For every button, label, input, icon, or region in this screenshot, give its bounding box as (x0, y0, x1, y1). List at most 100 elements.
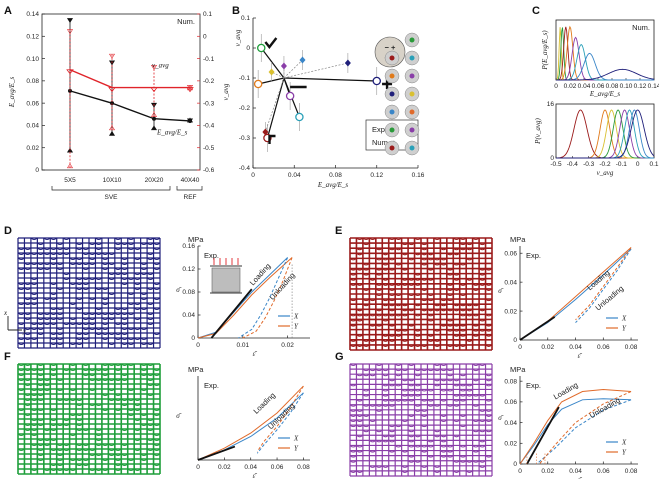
lattice-e-hinge (376, 309, 382, 312)
lattice-d-hinge (89, 278, 96, 280)
lattice-d-hinge (95, 253, 102, 255)
lattice-f-cut (19, 385, 23, 388)
lattice-g-cut (454, 446, 459, 450)
lattice-g-hinge (440, 369, 447, 372)
lattice-d-hinge (147, 288, 154, 290)
lattice-d-hinge (82, 323, 89, 325)
lattice-d-cut (84, 259, 88, 262)
lattice-f-hinge (108, 389, 115, 391)
lattice-d-cut (71, 239, 75, 242)
lattice-f-hinge (57, 399, 63, 401)
lattice-e-hinge (453, 334, 460, 337)
c-bottom-ylabel: P(ν_avg) (534, 118, 542, 145)
lattice-d-cut (103, 239, 107, 242)
lattice-d-hinge (50, 238, 57, 240)
lattice-e-cut (409, 254, 413, 258)
lattice-f-cut (38, 415, 43, 418)
chart-d: 0 0.01 0.0200.040.080.120.16MPaε̄σ̄Exp.Loa… (176, 235, 310, 358)
lattice-e-cut (358, 300, 362, 303)
lattice-e-hinge (479, 273, 486, 276)
lattice-d-hinge (57, 318, 63, 320)
lattice-d-hinge (102, 323, 109, 325)
G-tag: Exp. (526, 381, 541, 390)
lattice-e-hinge (427, 339, 434, 342)
lattice-d-hinge (50, 248, 57, 250)
lattice-g-hinge (414, 409, 421, 412)
b-ytick-label: -0.2 (239, 105, 251, 112)
lattice-d-cut (122, 299, 127, 302)
lattice-f-hinge (57, 379, 63, 381)
lattice-d-hinge (153, 288, 160, 290)
lattice-g-hinge (453, 399, 460, 402)
lattice-f-hinge (76, 444, 83, 446)
lattice-d-hinge (95, 278, 102, 280)
lattice-e-cut (416, 310, 420, 314)
lattice-e-cut (403, 295, 407, 298)
lattice-g-hinge (401, 471, 408, 473)
lattice-f-cut (71, 465, 75, 468)
lattice-f-hinge (95, 469, 102, 471)
lattice-d-hinge (50, 318, 57, 320)
lattice-f-cut (32, 415, 36, 418)
lattice-f-cut (77, 375, 81, 378)
lattice-e-cut (474, 249, 478, 252)
b-connector (258, 77, 285, 85)
lattice-g-hinge (389, 404, 395, 407)
lattice-g-cut (377, 472, 381, 475)
lattice-g-hinge (472, 369, 479, 372)
lattice-d-hinge (37, 318, 44, 320)
lattice-g-hinge (447, 389, 453, 392)
lattice-e-hinge (440, 258, 447, 261)
lattice-f-cut (71, 445, 75, 448)
lattice-f-cut (77, 380, 81, 383)
lattice-e-cut (409, 315, 413, 319)
lattice-g-hinge (434, 435, 441, 438)
E-xtick-label: 0.08 (625, 344, 638, 351)
lattice-g-hinge (414, 435, 421, 438)
lattice-d-hinge (95, 243, 102, 245)
lattice-g-hinge (440, 455, 447, 458)
b-exp-point (285, 91, 295, 101)
lattice-g-hinge (376, 440, 382, 443)
lattice-g-cut (364, 456, 368, 460)
lattice-f-hinge (50, 469, 57, 471)
lattice-d-hinge (31, 283, 38, 285)
a-error-cap (66, 18, 74, 24)
lattice-g-cut (467, 400, 472, 404)
c-top-tag: Num. (632, 23, 650, 32)
lattice-g-cut (467, 446, 472, 450)
lattice-d-cut (129, 289, 133, 292)
a-point (66, 69, 74, 75)
D-curve (197, 257, 293, 339)
lattice-f-hinge (153, 444, 160, 446)
lattice-g-cut (454, 416, 459, 419)
lattice-e-hinge (376, 289, 382, 291)
lattice-g-hinge (376, 369, 382, 372)
lattice-f-hinge (50, 409, 57, 411)
lattice-f-hinge (115, 454, 121, 456)
lattice-f-hinge (31, 389, 38, 391)
lattice-g-cut (383, 380, 388, 384)
lattice-e-cut (358, 290, 362, 293)
lattice-e-cut (390, 244, 394, 247)
G-curve (526, 406, 560, 465)
c-top-xtick-label: 0.08 (606, 83, 619, 90)
lattice-f-cut (45, 425, 49, 428)
lattice-d-hinge (82, 333, 89, 335)
lattice-d-hinge (76, 308, 83, 310)
lattice-f-hinge (134, 399, 141, 401)
lattice-e-hinge (427, 253, 434, 256)
lattice-g-hinge (382, 465, 389, 468)
lattice-f-hinge (31, 469, 38, 471)
lattice-f-hinge (140, 424, 147, 426)
lattice-e-hinge (389, 299, 395, 302)
b-exp-point (372, 76, 381, 86)
lattice-e-cut (396, 341, 401, 344)
a-ytick-right-label: -0.2 (203, 78, 215, 85)
lattice-e-hinge (389, 334, 395, 337)
lattice-d-hinge (140, 263, 147, 265)
b-num-point (262, 128, 269, 136)
lattice-f-hinge (153, 424, 160, 426)
lattice-f-hinge (134, 419, 141, 421)
lattice-f-hinge (37, 399, 44, 401)
